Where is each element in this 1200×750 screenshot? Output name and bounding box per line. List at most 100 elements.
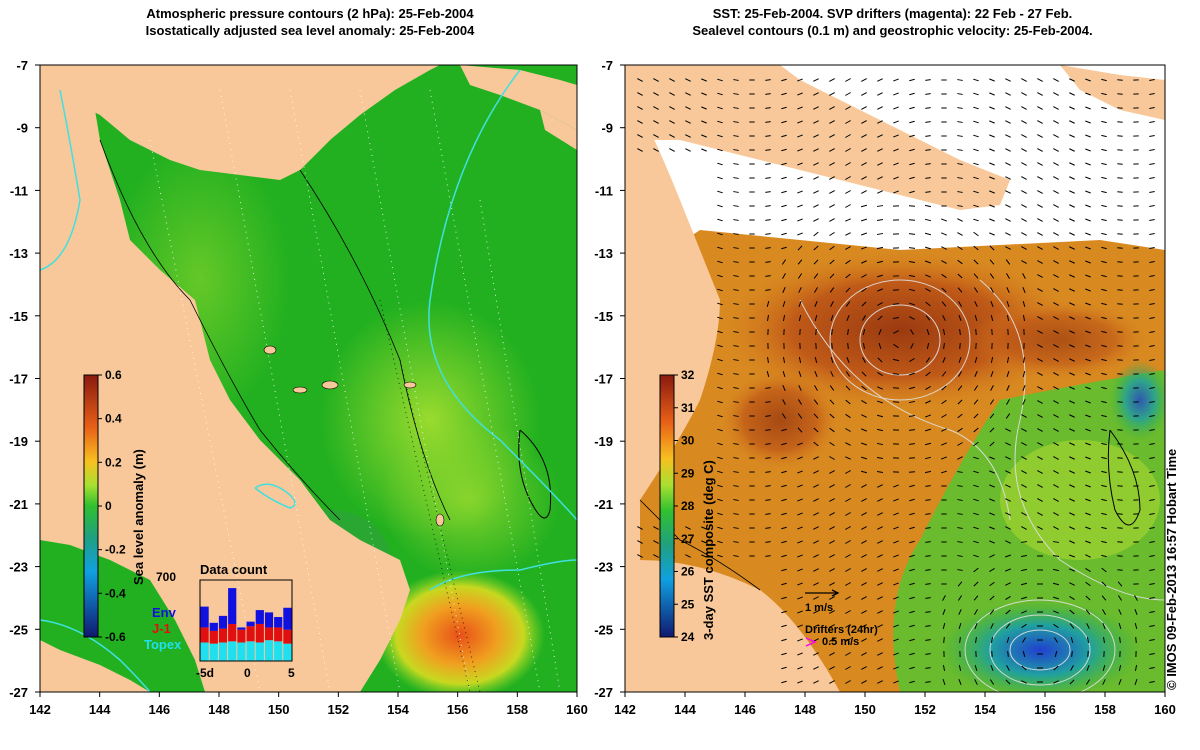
velocity-arrow [653,120,659,124]
velocity-arrow [845,554,851,558]
velocity-arrow [1020,555,1028,557]
velocity-arrow [1069,596,1075,600]
velocity-arrow [1020,568,1028,572]
velocity-arrow [1069,582,1075,586]
velocity-arrow [989,427,995,433]
pressure-contour [40,89,81,271]
velocity-arrow [1149,274,1155,278]
velocity-arrow [781,526,787,530]
solomon-islands [1060,65,1165,120]
velocity-arrow [1069,120,1075,124]
colorbar-tick-label: 29 [681,466,695,480]
velocity-arrow [1022,300,1026,308]
sea-level-contours [799,279,1165,692]
colorbar-tick-label: -0.4 [105,586,126,600]
data-count-bar [200,606,209,628]
legend-env: Env [152,605,177,620]
velocity-arrow [733,177,739,179]
x-tick-label: 150 [854,702,876,717]
velocity-arrow [1037,498,1043,502]
velocity-arrow [1037,372,1043,376]
velocity-arrow [717,526,723,530]
velocity-arrow [989,245,995,251]
y-tick-label: -17 [9,372,28,387]
velocity-arrow [909,162,915,166]
velocity-arrow [1021,610,1027,614]
velocity-arrow [909,134,915,138]
sea-level-anomaly-map [40,65,577,692]
velocity-arrow [765,233,771,235]
velocity-arrow [925,625,931,627]
reef-contour [518,429,552,519]
velocity-arrow [925,93,931,95]
velocity-arrow [813,582,819,586]
velocity-arrow [943,342,945,350]
velocity-arrow [1085,470,1091,474]
velocity-arrow [1085,316,1091,320]
velocity-arrow [798,301,802,307]
velocity-arrow [957,581,963,587]
velocity-arrow [797,273,803,279]
velocity-arrow [973,470,979,474]
colorbar-tick-label: 26 [681,565,695,579]
velocity-arrow [765,513,771,515]
velocity-arrow [781,134,787,138]
velocity-arrow [1069,190,1075,194]
reef-contour [1107,429,1141,526]
velocity-arrow [717,148,723,152]
inset-ymax-label: 700 [156,570,176,584]
velocity-arrow [1005,190,1011,194]
velocity-arrow [717,92,723,96]
velocity-arrow [1101,92,1107,96]
colorbar-tick-label: 27 [681,532,695,546]
velocity-arrow [765,443,771,445]
velocity-arrow [1117,177,1123,179]
velocity-arrow [861,134,867,138]
velocity-arrow [813,568,819,572]
velocity-arrow [685,134,691,138]
velocity-arrow [958,609,962,615]
velocity-arrow [1117,527,1123,529]
velocity-arrow [669,120,675,124]
velocity-arrow [925,513,931,515]
velocity-arrow [1085,92,1091,96]
right-title-line1: SST: 25-Feb-2004. SVP drifters (magenta)… [712,6,1073,21]
colorbar-tick-label: 0 [105,499,112,513]
velocity-arrow [941,232,947,236]
drifters-label: Drifters (24hr) [805,624,878,636]
velocity-arrow [781,148,787,152]
velocity-arrow [893,638,899,642]
velocity-arrow [991,328,993,336]
velocity-arrow [941,218,947,222]
velocity-arrow [1117,149,1123,151]
x-tick-label: 142 [29,702,51,717]
velocity-arrow [990,665,994,671]
velocity-arrow [653,554,659,558]
velocity-arrow [813,498,819,502]
velocity-arrow [1102,664,1106,672]
velocity-arrow [845,246,851,250]
velocity-arrow [924,456,932,460]
velocity-arrow [958,371,962,377]
velocity-arrow [877,302,883,306]
velocity-arrow [1085,554,1091,558]
velocity-arrow [925,400,931,404]
velocity-arrow [829,666,835,670]
velocity-arrow [797,484,803,488]
velocity-arrow [829,176,835,180]
velocity-arrow [1149,204,1155,208]
velocity-arrow [1117,401,1123,403]
velocity-arrow [845,624,851,628]
velocity-arrow [1021,204,1027,208]
velocity-arrow [893,343,899,349]
velocity-arrow [876,260,884,264]
y-tick-label: -15 [594,309,613,324]
velocity-arrow [1118,622,1122,630]
velocity-arrow [876,414,884,418]
velocity-arrow [1022,399,1026,405]
velocity-arrow [1037,456,1043,460]
velocity-arrow [957,513,963,515]
velocity-arrow [637,106,643,110]
velocity-arrow [1085,162,1091,166]
velocity-arrow [845,638,851,642]
